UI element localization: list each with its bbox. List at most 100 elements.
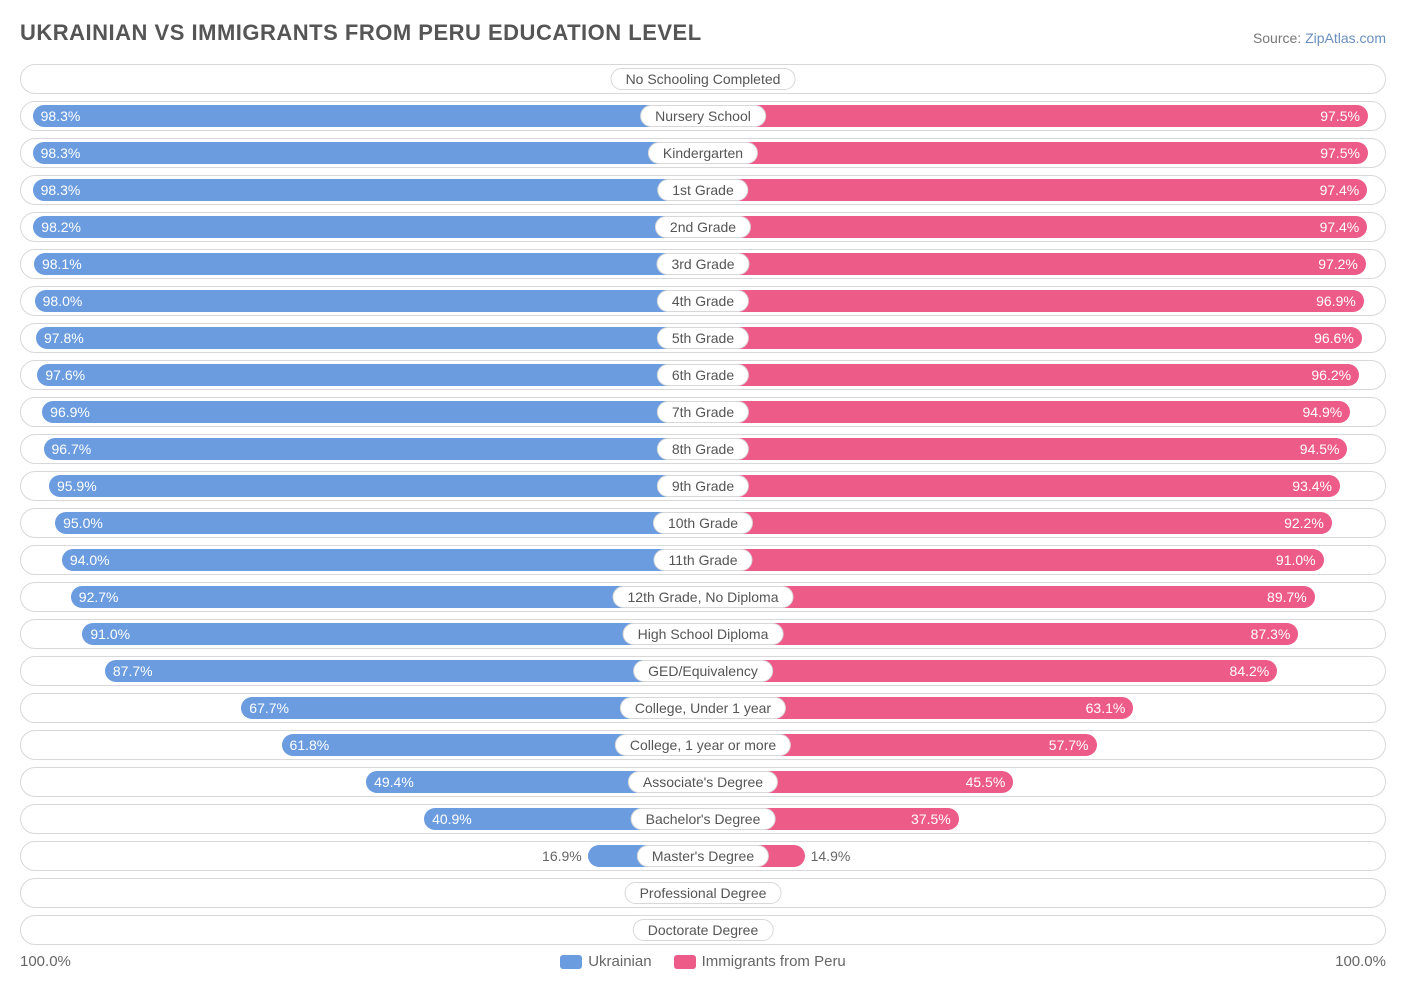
bar-right-value: 89.7% — [1259, 589, 1315, 605]
bar-right-value: 94.9% — [1295, 404, 1351, 420]
category-label: Master's Degree — [637, 845, 769, 867]
bar-right: 96.2% — [703, 364, 1359, 386]
legend-swatch-left — [560, 955, 582, 969]
chart-container: UKRAINIAN VS IMMIGRANTS FROM PERU EDUCAT… — [20, 20, 1386, 970]
bar-left-value: 16.9% — [536, 842, 588, 870]
bar-left: 95.0% — [55, 512, 703, 534]
chart-row: 98.3%97.5%Nursery School — [20, 101, 1386, 131]
bar-right-value: 97.4% — [1312, 219, 1368, 235]
chart-row: 98.2%97.4%2nd Grade — [20, 212, 1386, 242]
axis-left-max: 100.0% — [20, 953, 71, 970]
chart-row: 96.7% 94.5% 8th Grade — [20, 434, 1386, 464]
bar-right-value: 14.9% — [805, 842, 857, 870]
category-label: 12th Grade, No Diploma — [613, 586, 794, 608]
bar-right: 97.5% — [703, 142, 1368, 164]
bar-left: 98.3% — [33, 142, 703, 164]
bar-right-value: 94.5% — [1292, 441, 1348, 457]
bar-left: 96.9% — [42, 401, 703, 423]
bar-right: 89.7% — [703, 586, 1315, 608]
source-prefix: Source: — [1253, 30, 1305, 46]
bar-left: 98.1% — [34, 253, 703, 275]
bar-right-value: 91.0% — [1268, 552, 1324, 568]
legend-label-right: Immigrants from Peru — [702, 953, 846, 970]
category-label: 3rd Grade — [656, 253, 749, 275]
chart-row: 61.8% 57.7% College, 1 year or more — [20, 730, 1386, 760]
bar-right-value: 97.4% — [1312, 182, 1368, 198]
bar-right-value: 57.7% — [1041, 737, 1097, 753]
bar-left-value: 98.1% — [34, 256, 90, 272]
bar-left: 98.2% — [33, 216, 703, 238]
bar-right: 97.4% — [703, 179, 1367, 201]
bar-right: 97.2% — [703, 253, 1366, 275]
bar-left-value: 92.7% — [71, 589, 127, 605]
chart-footer: 100.0% Ukrainian Immigrants from Peru 10… — [20, 953, 1386, 970]
source-attribution: Source: ZipAtlas.com — [1253, 30, 1386, 46]
category-label: 6th Grade — [657, 364, 749, 386]
bar-right: 91.0% — [703, 549, 1324, 571]
legend: Ukrainian Immigrants from Peru — [560, 953, 846, 970]
axis-right-max: 100.0% — [1335, 953, 1386, 970]
category-label: No Schooling Completed — [611, 68, 796, 90]
legend-item-right: Immigrants from Peru — [674, 953, 846, 970]
chart-header: UKRAINIAN VS IMMIGRANTS FROM PERU EDUCAT… — [20, 20, 1386, 46]
bar-left-value: 98.3% — [33, 182, 89, 198]
bar-left: 97.8% — [36, 327, 703, 349]
chart-row: 97.6% 96.2%6th Grade — [20, 360, 1386, 390]
chart-row: 91.0%87.3%High School Diploma — [20, 619, 1386, 649]
chart-rows: 1.8%2.5%No Schooling Completed 98.3% 97.5%… — [20, 64, 1386, 945]
chart-title: UKRAINIAN VS IMMIGRANTS FROM PERU EDUCAT… — [20, 20, 702, 46]
category-label: 11th Grade — [653, 549, 752, 571]
bar-left-value: 96.7% — [44, 441, 100, 457]
bar-right: 87.3% — [703, 623, 1298, 645]
bar-left: 92.7% — [71, 586, 703, 608]
bar-left-value: 98.3% — [33, 108, 89, 124]
chart-row: 5.1%4.4%Professional Degree — [20, 878, 1386, 908]
bar-right: 94.9% — [703, 401, 1350, 423]
chart-row: 1.8%2.5%No Schooling Completed — [20, 64, 1386, 94]
bar-left: 95.9% — [49, 475, 703, 497]
bar-left: 96.7% — [44, 438, 703, 460]
chart-row: 49.4%45.5%Associate's Degree — [20, 767, 1386, 797]
chart-row: 97.8% 96.6% 5th Grade — [20, 323, 1386, 353]
bar-left-value: 96.9% — [42, 404, 98, 420]
bar-right-value: 97.5% — [1312, 145, 1368, 161]
bar-right-value: 97.2% — [1310, 256, 1366, 272]
category-label: 9th Grade — [657, 475, 749, 497]
chart-row: 98.1% 97.2% 3rd Grade — [20, 249, 1386, 279]
bar-left-value: 97.8% — [36, 330, 92, 346]
source-link[interactable]: ZipAtlas.com — [1305, 30, 1386, 46]
category-label: 8th Grade — [657, 438, 749, 460]
bar-right: 92.2% — [703, 512, 1332, 534]
bar-left-value: 95.9% — [49, 478, 105, 494]
bar-left-value: 95.0% — [55, 515, 111, 531]
legend-label-left: Ukrainian — [588, 953, 651, 970]
category-label: College, 1 year or more — [615, 734, 791, 756]
category-label: 7th Grade — [657, 401, 749, 423]
bar-right-value: 84.2% — [1222, 663, 1278, 679]
bar-left-value: 98.3% — [33, 145, 89, 161]
chart-row: 92.7% 89.7% 12th Grade, No Diploma — [20, 582, 1386, 612]
bar-left-value: 97.6% — [37, 367, 93, 383]
chart-row: 40.9%37.5%Bachelor's Degree — [20, 804, 1386, 834]
chart-row: 2.1%1.7%Doctorate Degree — [20, 915, 1386, 945]
bar-right: 96.9% — [703, 290, 1364, 312]
bar-left: 98.0% — [35, 290, 703, 312]
bar-right-value: 93.4% — [1284, 478, 1340, 494]
chart-row: 94.0%91.0%11th Grade — [20, 545, 1386, 575]
category-label: 1st Grade — [657, 179, 748, 201]
bar-left-value: 61.8% — [282, 737, 338, 753]
bar-left-value: 98.2% — [33, 219, 89, 235]
bar-right: 93.4% — [703, 475, 1340, 497]
category-label: High School Diploma — [623, 623, 784, 645]
category-label: 5th Grade — [657, 327, 749, 349]
bar-left-value: 87.7% — [105, 663, 161, 679]
bar-right-value: 96.6% — [1306, 330, 1362, 346]
bar-left-value: 67.7% — [241, 700, 297, 716]
chart-row: 98.0%96.9%4th Grade — [20, 286, 1386, 316]
bar-left-value: 40.9% — [424, 811, 480, 827]
chart-row: 98.3% 97.4% 1st Grade — [20, 175, 1386, 205]
bar-right-value: 97.5% — [1312, 108, 1368, 124]
bar-right-value: 92.2% — [1276, 515, 1332, 531]
category-label: Professional Degree — [625, 882, 782, 904]
bar-left: 98.3% — [33, 179, 703, 201]
